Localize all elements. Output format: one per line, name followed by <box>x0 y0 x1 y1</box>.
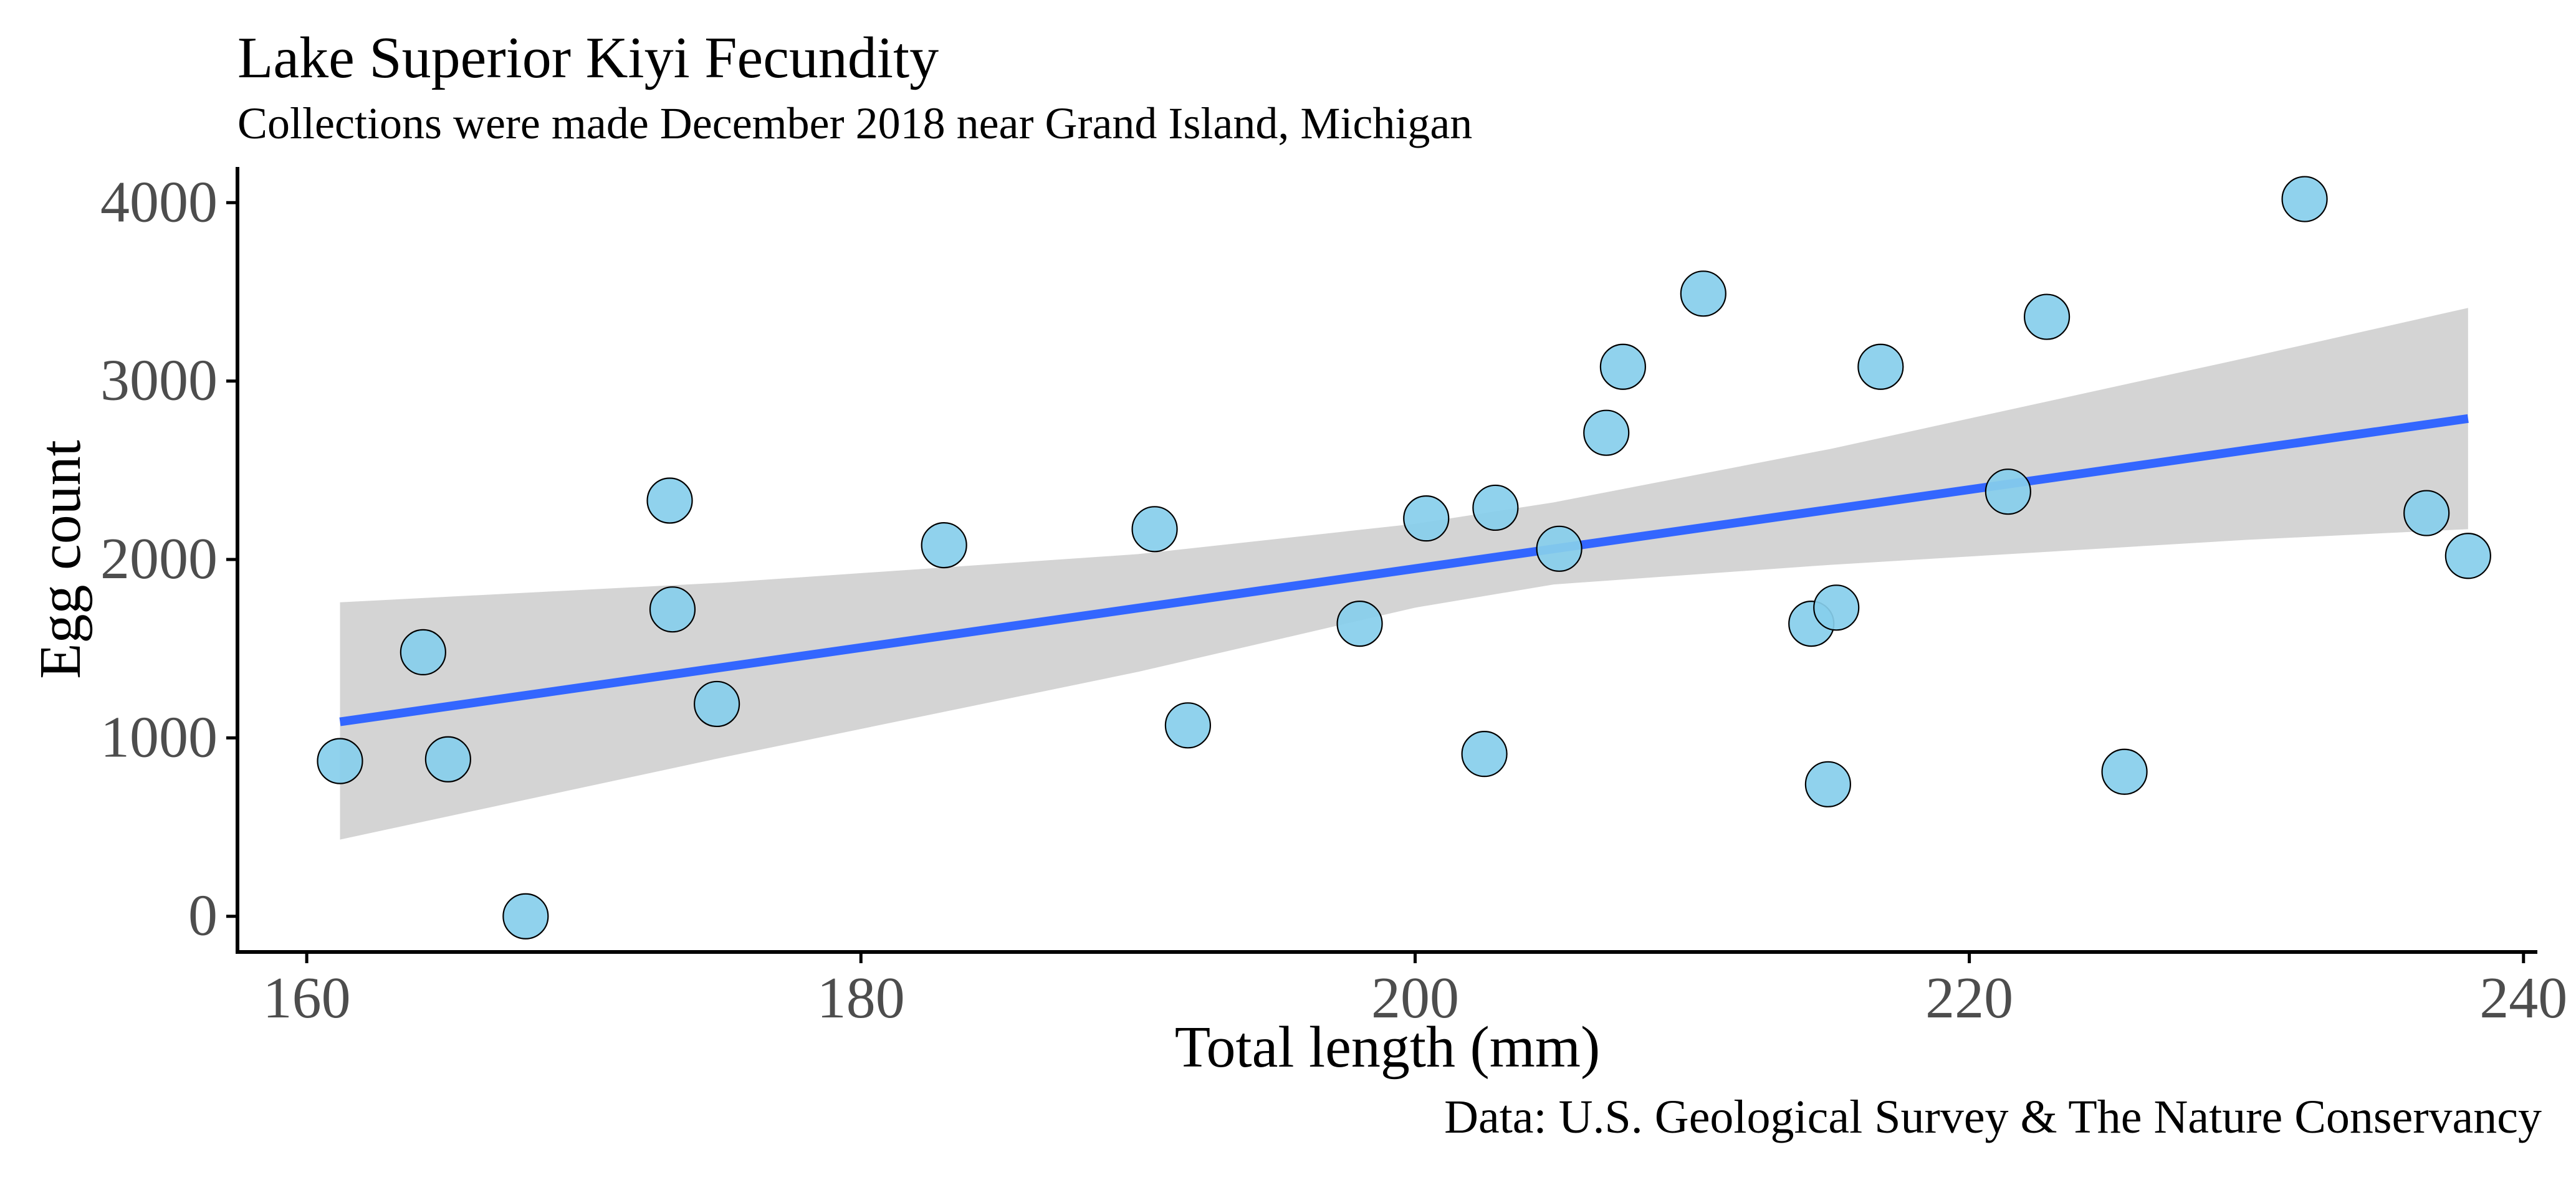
data-point <box>1131 506 1178 553</box>
data-point <box>2023 293 2071 340</box>
chart-subtitle: Collections were made December 2018 near… <box>237 98 1472 148</box>
fit-line <box>339 414 2469 726</box>
x-axis-label: Total length (mm) <box>1175 1015 1601 1080</box>
data-point <box>649 586 696 633</box>
data-points-layer <box>317 176 2491 940</box>
data-point <box>1583 409 1630 456</box>
data-point <box>1804 761 1851 807</box>
y-tick-label: 2000 <box>100 526 218 591</box>
data-point <box>2403 490 2450 536</box>
data-point <box>1536 525 1582 572</box>
x-tick-label: 240 <box>2479 966 2567 1030</box>
data-point <box>2281 176 2328 222</box>
data-point <box>2101 748 2148 795</box>
x-tick-label: 180 <box>817 966 905 1030</box>
x-ticks: 160 180 200 220 240 <box>263 952 2567 1030</box>
data-point <box>1985 469 2031 515</box>
y-tick-label: 1000 <box>100 705 218 769</box>
data-point <box>400 629 446 676</box>
data-point <box>1403 495 1450 542</box>
fit-line-layer <box>339 414 2469 726</box>
data-point <box>1472 484 1519 531</box>
data-point <box>502 893 549 940</box>
data-point <box>1164 702 1212 749</box>
data-point <box>1680 270 1726 317</box>
data-point <box>317 738 363 784</box>
chart-title: Lake Superior Kiyi Fecundity <box>237 26 939 90</box>
y-tick-label: 0 <box>188 883 218 948</box>
y-tick-label: 3000 <box>100 348 218 413</box>
data-point <box>1599 343 1646 390</box>
x-tick-label: 160 <box>263 966 351 1030</box>
data-point <box>921 521 967 569</box>
x-tick-label: 200 <box>1371 966 1459 1030</box>
data-point <box>646 477 693 524</box>
y-ticks: 0 1000 2000 3000 4000 <box>100 169 237 948</box>
x-tick-label: 220 <box>1925 966 2013 1030</box>
data-point <box>1813 584 1860 631</box>
chart-caption: Data: U.S. Geological Survey & The Natur… <box>1444 1091 2542 1143</box>
data-point <box>424 736 471 783</box>
y-axis-label: Egg count <box>28 440 93 679</box>
data-point <box>1336 600 1383 647</box>
y-tick-label: 4000 <box>100 169 218 234</box>
data-point <box>2444 533 2491 579</box>
data-point <box>694 680 740 728</box>
data-point <box>1857 343 1904 390</box>
data-point <box>1461 731 1508 778</box>
